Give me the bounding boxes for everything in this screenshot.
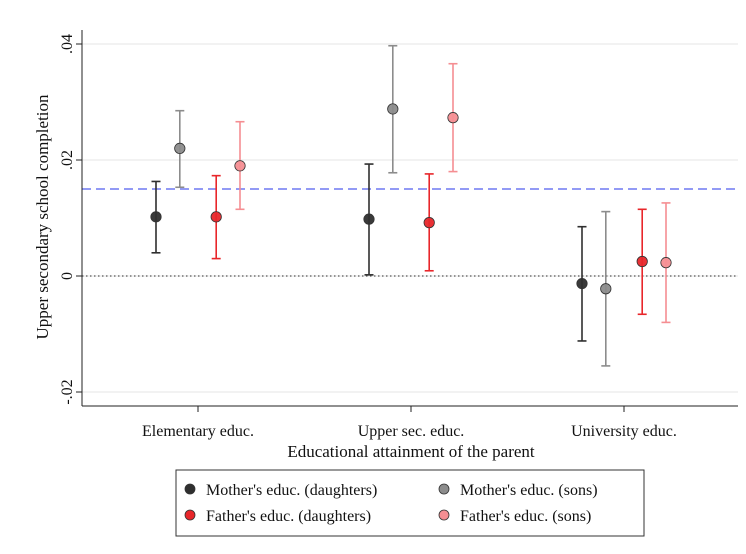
legend-label: Father's educ. (daughters) <box>206 508 371 525</box>
data-point <box>174 142 186 154</box>
y-tick-label: 0 <box>59 272 76 280</box>
legend-label: Father's educ. (sons) <box>460 508 591 525</box>
data-point <box>150 211 162 223</box>
x-tick-label: Upper sec. educ. <box>358 423 465 440</box>
marks-layer <box>150 44 672 367</box>
data-point <box>210 211 222 223</box>
data-point <box>636 255 648 268</box>
y-tick-label: .04 <box>59 34 76 54</box>
legend-swatch <box>438 509 450 521</box>
legend-label: Mother's educ. (sons) <box>460 482 598 499</box>
data-point <box>234 160 246 172</box>
x-tick-label: Elementary educ. <box>142 423 254 440</box>
data-point <box>363 213 375 225</box>
y-axis-title: Upper secondary school completion <box>33 94 52 340</box>
data-point <box>447 112 459 124</box>
data-point <box>423 217 435 229</box>
legend: Mother's educ. (daughters) Mother's educ.… <box>175 469 645 537</box>
legend-swatch <box>184 509 196 521</box>
grid-layer <box>82 43 738 393</box>
data-point <box>600 283 612 295</box>
axes-layer: -.02 0 .02 .04 Elementary educ. Upper sec. ed… <box>59 30 738 440</box>
x-tick-label: University educ. <box>571 423 677 440</box>
y-tick-label: .02 <box>59 150 76 170</box>
legend-label: Mother's educ. (daughters) <box>206 482 377 499</box>
reference-lines <box>82 188 738 277</box>
data-point <box>576 277 588 290</box>
data-point <box>387 103 399 115</box>
legend-swatch <box>438 483 450 495</box>
y-tick-label: -.02 <box>59 379 76 404</box>
legend-box <box>175 469 645 537</box>
data-point <box>660 257 672 269</box>
legend-swatch <box>184 483 196 495</box>
x-axis-title: Educational attainment of the parent <box>287 442 535 461</box>
